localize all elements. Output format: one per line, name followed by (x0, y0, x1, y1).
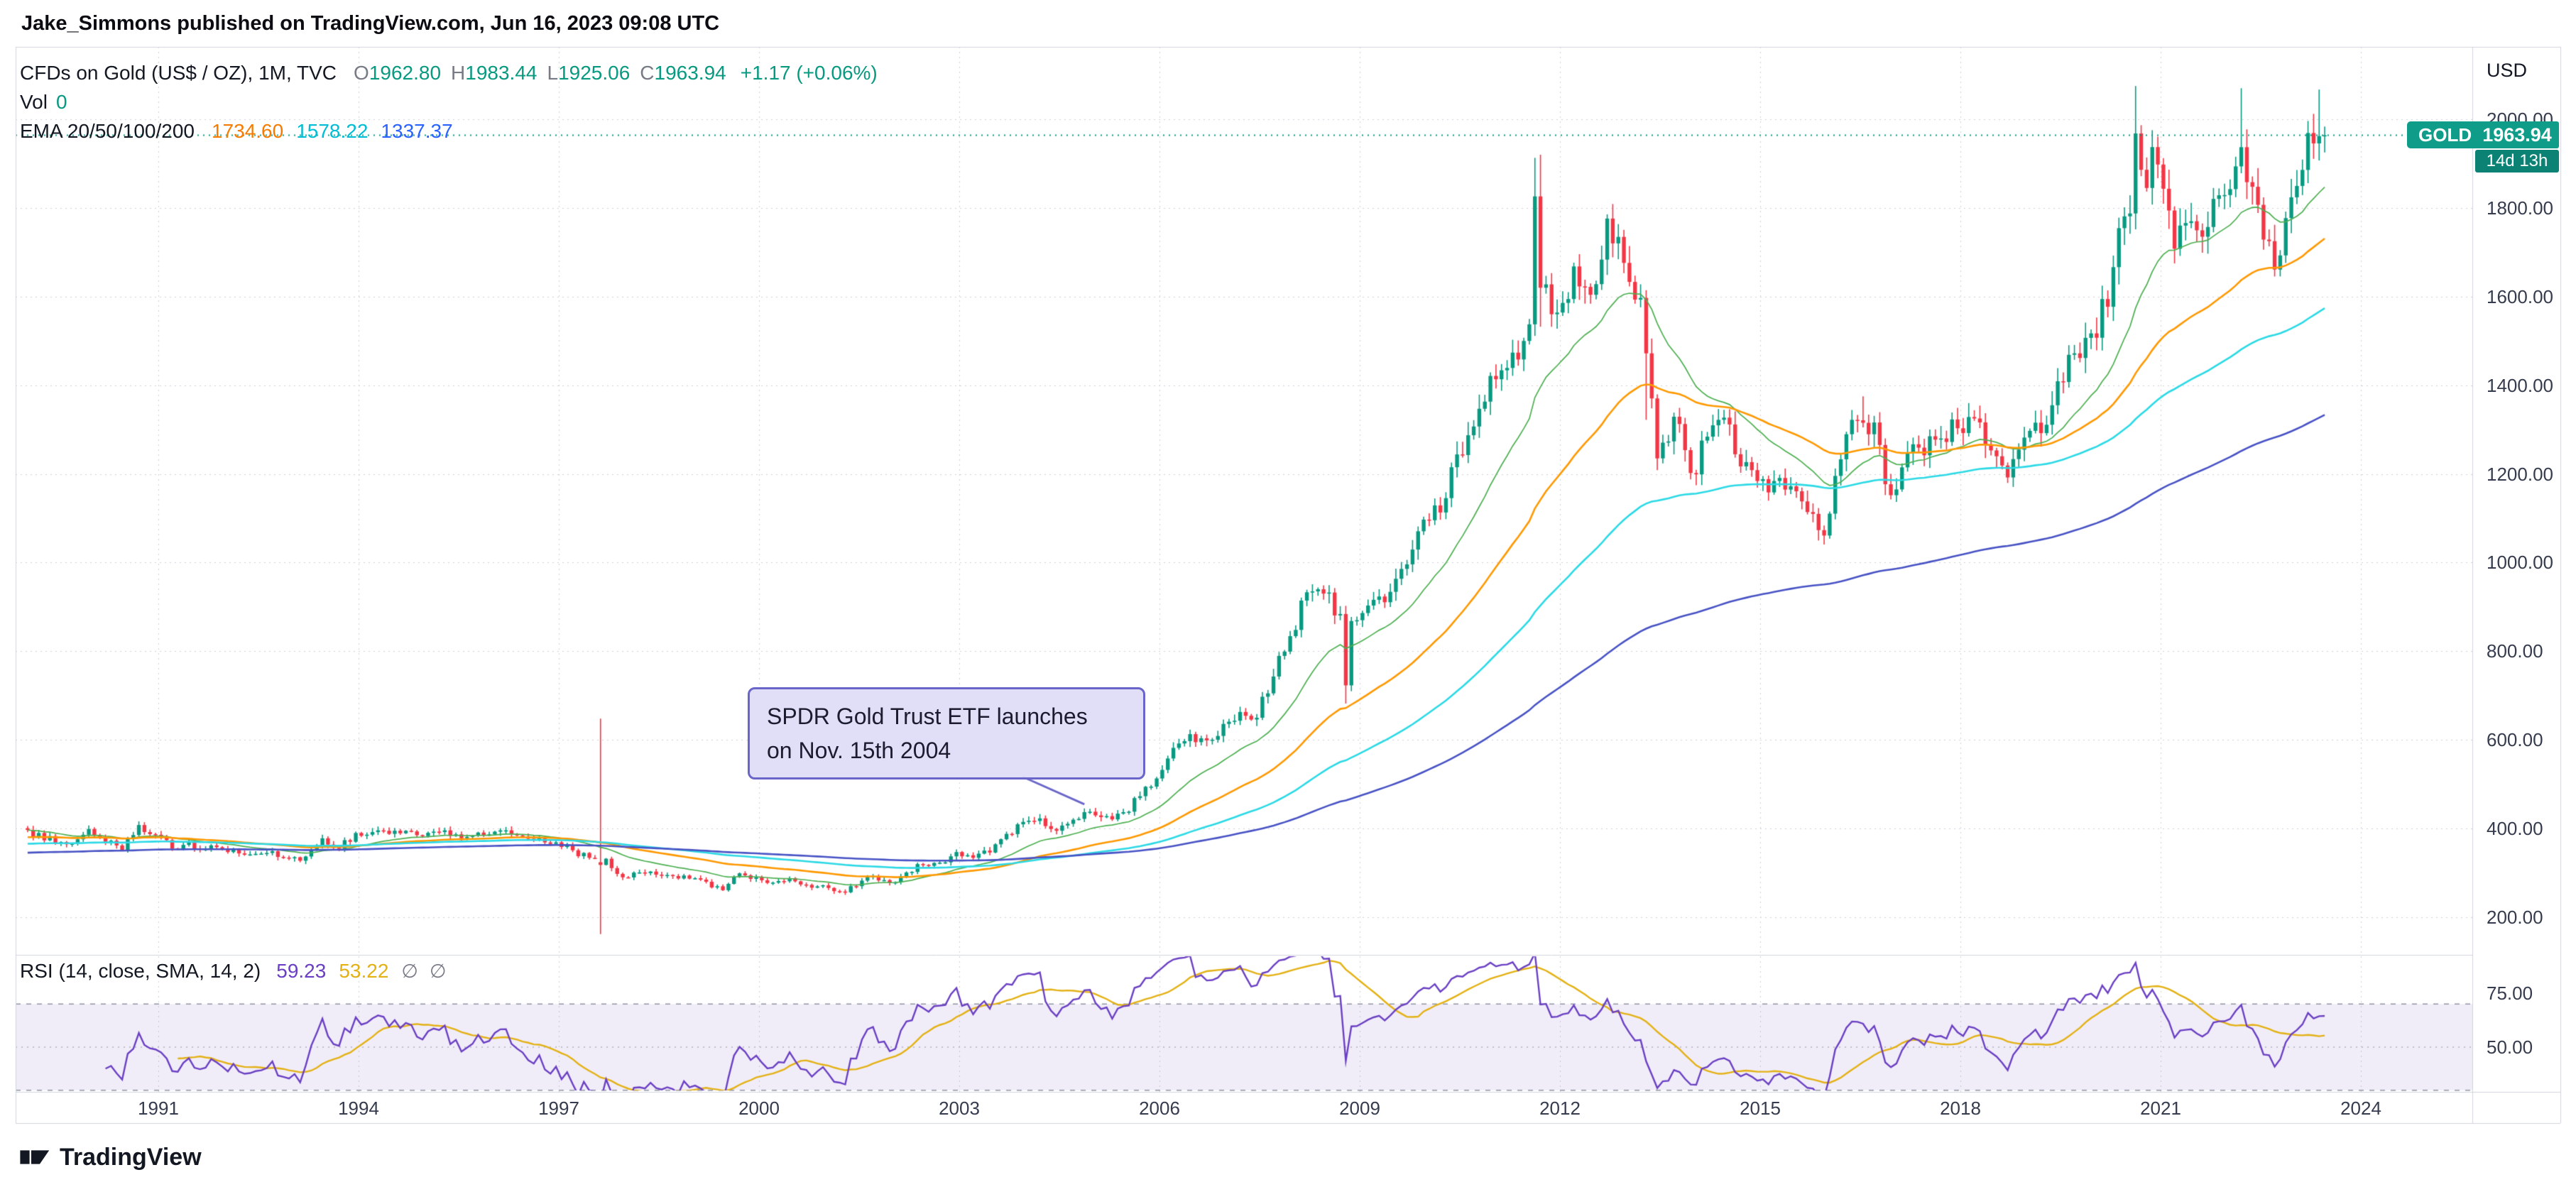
price-tick: 1800.00 (2487, 197, 2553, 219)
tradingview-logo-icon (20, 1144, 51, 1170)
annotation-callout[interactable]: SPDR Gold Trust ETF launches on Nov. 15t… (748, 687, 1145, 780)
volume-row: Vol 0 (20, 87, 878, 116)
close-value: C1963.94 (640, 62, 726, 84)
change-value: +1.17 (+0.06%) (740, 62, 878, 84)
price-tick: 600.00 (2487, 729, 2543, 751)
time-tick: 2018 (1940, 1098, 1981, 1119)
ema-row: EMA 20/50/100/200 1734.60 1578.22 1337.3… (20, 116, 878, 146)
time-tick: 1991 (138, 1098, 179, 1119)
ema200-value: 1337.37 (381, 120, 453, 142)
time-tick: 2012 (1539, 1098, 1581, 1119)
last-price-label: 1963.94 (2475, 121, 2559, 148)
ema100-value: 1578.22 (296, 120, 369, 142)
time-tick: 2009 (1339, 1098, 1380, 1119)
currency-label: USD (2487, 60, 2528, 81)
price-tick: 1200.00 (2487, 463, 2553, 485)
time-tick: 2021 (2140, 1098, 2181, 1119)
price-tick: 200.00 (2487, 906, 2543, 928)
volume-value: 0 (55, 91, 67, 113)
ema-label[interactable]: EMA 20/50/100/200 (20, 120, 195, 142)
price-tick: 1400.00 (2487, 374, 2553, 396)
publish-header: Jake_Simmons published on TradingView.co… (21, 7, 719, 40)
price-tick: 800.00 (2487, 640, 2543, 662)
rsi-sma-value: 53.22 (339, 960, 389, 982)
time-tick: 1997 (538, 1098, 579, 1119)
open-value: O1962.80 (354, 62, 442, 84)
rsi-band-empty-2: ∅ (429, 961, 447, 982)
price-tick: 1600.00 (2487, 285, 2553, 307)
low-value: L1925.06 (547, 62, 631, 84)
author-name: Jake_Simmons (21, 12, 172, 35)
rsi-band-empty-1: ∅ (401, 961, 418, 982)
footer-brand: TradingView (20, 1140, 202, 1174)
time-tick: 1994 (338, 1098, 379, 1119)
volume-label[interactable]: Vol (20, 91, 48, 113)
high-value: H1983.44 (451, 62, 537, 84)
rsi-tick: 50.00 (2487, 1036, 2533, 1058)
bar-countdown-label: 14d 13h (2475, 150, 2559, 173)
annotation-line2: on Nov. 15th 2004 (767, 738, 951, 763)
annotation-line1: SPDR Gold Trust ETF launches (767, 704, 1088, 729)
rsi-legend: RSI (14, close, SMA, 14, 2) 59.23 53.22 … (20, 957, 457, 985)
price-tick: 400.00 (2487, 818, 2543, 840)
time-tick: 2024 (2340, 1098, 2381, 1119)
chart-legend: CFDs on Gold (US$ / OZ), 1M, TVC O1962.8… (20, 58, 878, 146)
price-tick: 1000.00 (2487, 552, 2553, 574)
rsi-title[interactable]: RSI (14, close, SMA, 14, 2) (20, 960, 261, 982)
symbol-row: CFDs on Gold (US$ / OZ), 1M, TVC O1962.8… (20, 58, 878, 87)
time-tick: 2000 (738, 1098, 780, 1119)
tradingview-wordmark: TradingView (60, 1143, 202, 1171)
time-tick: 2015 (1740, 1098, 1781, 1119)
rsi-tick: 75.00 (2487, 983, 2533, 1004)
time-tick: 2006 (1139, 1098, 1180, 1119)
publish-info: published on TradingView.com, Jun 16, 20… (171, 12, 720, 35)
ema50-value: 1734.60 (211, 120, 284, 142)
time-tick: 2003 (939, 1098, 980, 1119)
symbol-flag-label: GOLD (2407, 121, 2484, 148)
rsi-value: 59.23 (276, 960, 327, 982)
symbol-title[interactable]: CFDs on Gold (US$ / OZ), 1M, TVC (20, 62, 337, 84)
